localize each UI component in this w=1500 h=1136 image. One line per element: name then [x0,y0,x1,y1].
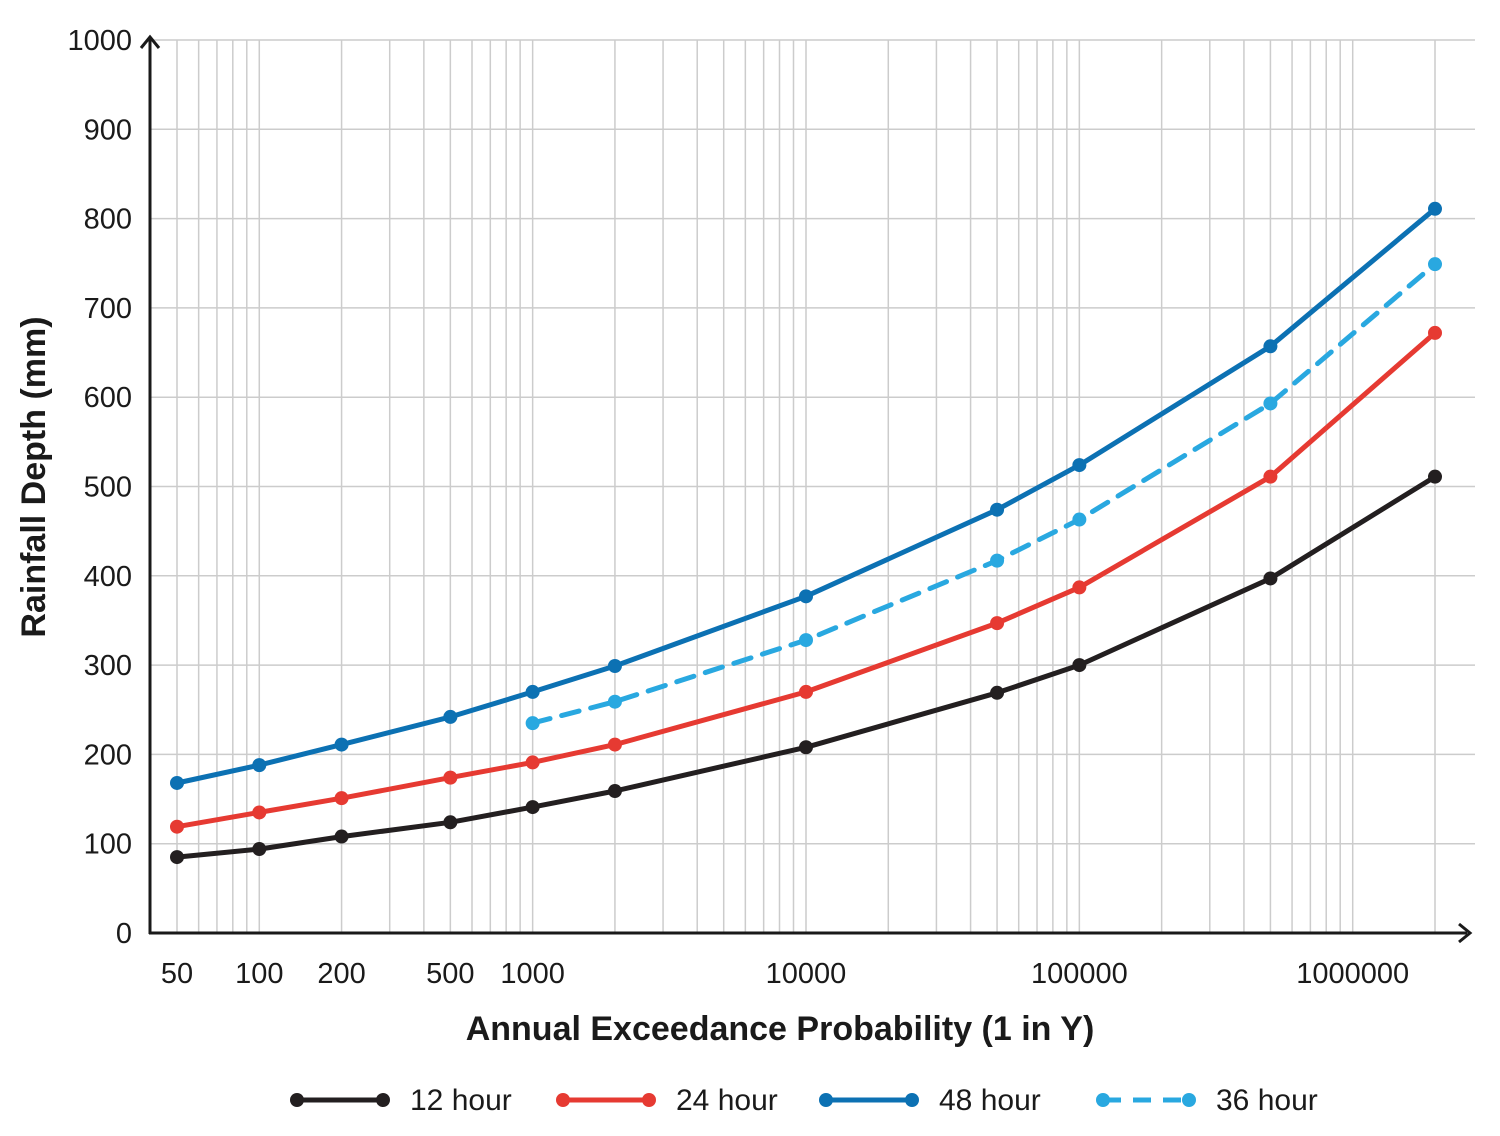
data-point [1072,580,1087,595]
y-axis-arrow [139,34,161,49]
y-axis-title: Rainfall Depth (mm) [15,316,53,637]
legend-marker [819,1093,833,1107]
legend: 12 hour 24 hour 48 hour 36 hour [290,1084,1318,1117]
legend-marker [905,1093,919,1107]
data-point [334,737,349,752]
y-tick-label: 300 [84,650,132,682]
legend-marker [376,1093,390,1107]
y-tick-label: 0 [116,918,132,950]
y-tick-label: 200 [84,739,132,771]
series-12-hour [170,469,1442,865]
data-point [334,791,349,806]
data-point [607,737,622,752]
x-tick-label: 1000 [500,958,565,990]
legend-item: 12 hour [290,1084,512,1117]
data-point [252,758,267,773]
data-point [525,800,540,815]
y-tick-label: 500 [84,472,132,504]
x-tick-label: 1000000 [1296,958,1409,990]
legend-item: 24 hour [556,1084,778,1117]
data-point [1428,469,1442,484]
legend-marker [556,1093,570,1107]
y-tick-label: 800 [84,204,132,236]
data-point [525,755,540,770]
x-axis-title: Annual Exceedance Probability (1 in Y) [466,1010,1095,1048]
data-point [1428,325,1442,340]
data-point [252,805,267,820]
x-tick-label: 100000 [1031,958,1128,990]
y-tick-label: 900 [84,114,132,146]
data-point [1263,396,1278,411]
series-36-hour [525,257,1442,731]
x-axis-arrow [1458,922,1473,944]
legend-item: 48 hour [819,1084,1041,1117]
legend-marker [1096,1093,1110,1107]
data-point [990,685,1005,700]
y-tick-label: 100 [84,829,132,861]
data-point [607,784,622,799]
legend-marker [642,1093,656,1107]
data-point [443,709,458,724]
gridlines [150,39,1475,933]
data-point [443,770,458,785]
y-tick-label: 1000 [67,25,132,57]
data-point [799,589,813,604]
series-24-hour [170,325,1442,834]
data-point [1072,458,1087,473]
y-tick-label: 600 [84,382,132,414]
legend-label: 24 hour [676,1084,778,1117]
y-tick-label: 700 [84,293,132,325]
data-point [1072,512,1087,527]
series-48-hour [170,201,1442,790]
data-point [799,740,813,755]
legend-label: 12 hour [410,1084,512,1117]
x-tick-label: 50 [161,958,193,990]
data-point [443,815,458,830]
data-point [1428,257,1442,272]
data-point [1263,339,1278,354]
y-axis-ticks: 0 100 200 300 400 500 600 700 800 900 1000 [67,25,132,950]
x-tick-label: 100 [235,958,283,990]
data-point [1263,469,1278,484]
legend-marker [1182,1093,1196,1107]
legend-label: 36 hour [1216,1084,1318,1117]
data-point [799,684,813,699]
x-tick-label: 200 [317,958,365,990]
data-point [252,842,267,857]
data-point [799,633,813,648]
series-layer [170,201,1442,865]
legend-item: 36 hour [1096,1084,1318,1117]
data-point [1263,571,1278,586]
series-line [530,261,1438,726]
data-point [525,716,540,731]
data-point [170,775,184,790]
data-point [990,553,1005,568]
data-point [990,502,1005,517]
legend-label: 48 hour [939,1084,1041,1117]
data-point [607,658,622,673]
data-point [990,616,1005,631]
legend-marker [290,1093,304,1107]
y-tick-label: 400 [84,561,132,593]
x-tick-label: 500 [426,958,474,990]
x-axis-ticks: 50 100 200 500 1000 10000 100000 1000000 [161,958,1409,990]
data-point [1428,201,1442,216]
data-point [170,850,184,865]
data-point [607,694,622,709]
x-tick-label: 10000 [766,958,847,990]
data-point [1072,658,1087,673]
axes [139,34,1473,944]
data-point [525,684,540,699]
data-point [334,829,349,844]
data-point [170,819,184,834]
